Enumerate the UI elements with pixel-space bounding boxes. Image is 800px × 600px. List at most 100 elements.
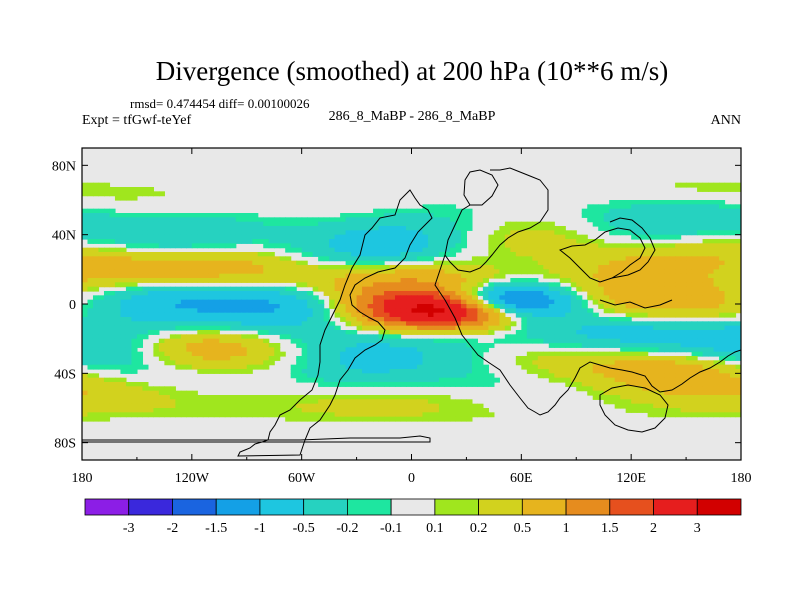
field-cell [433,308,440,314]
field-cell [658,308,665,314]
field-cell [109,408,116,413]
field-cell [120,321,127,327]
field-cell [147,295,154,301]
field-cell [208,213,215,218]
field-cell [664,390,671,396]
field-cell [378,403,385,409]
field-cell [669,247,676,253]
field-cell [724,247,731,253]
field-cell [730,239,737,244]
field-cell [334,273,341,279]
field-cell [691,308,698,314]
field-cell [598,304,605,309]
field-cell [642,386,649,392]
field-cell [340,299,347,305]
field-cell [406,416,413,422]
field-cell [263,330,270,335]
field-cell [208,317,215,322]
field-cell [400,347,407,353]
field-cell [186,252,193,257]
field-cell [147,321,154,327]
field-cell [466,312,473,318]
field-cell [169,234,176,240]
field-cell [686,295,693,301]
field-cell [186,317,193,322]
east-asia-outline [609,217,656,279]
field-cell [263,395,270,400]
field-cell [559,273,566,279]
field-cell [686,338,693,344]
field-cell [323,351,330,357]
field-cell [433,317,440,322]
field-cell [114,395,122,400]
field-cell [340,256,347,262]
field-cell [263,338,270,344]
field-cell [603,390,610,396]
field-cell [713,299,720,305]
field-cell [136,403,144,409]
field-cell [175,286,182,292]
field-cell [658,265,665,270]
field-cell [702,269,709,275]
field-cell [669,364,676,370]
field-cell [543,282,550,288]
field-cell [82,191,89,197]
field-cell [691,412,698,418]
field-cell [713,412,720,418]
field-cell [142,325,149,331]
field-cell [356,291,363,296]
field-cell [697,273,704,279]
field-cell [208,338,215,344]
field-cell [318,221,325,227]
field-cell [263,226,270,231]
field-cell [274,256,281,262]
field-cell [318,217,325,223]
field-cell [252,265,259,270]
field-cell [274,343,281,348]
field-cell [411,247,418,253]
field-cell [427,395,435,400]
field-cell [246,299,253,305]
field-cell [433,377,440,383]
field-cell [345,312,352,318]
field-cell [691,343,698,348]
field-cell [614,338,621,344]
field-cell [713,308,720,314]
field-cell [477,291,484,296]
field-cell [246,347,253,353]
field-cell [345,416,352,422]
field-cell [680,399,687,405]
field-cell [570,334,577,340]
field-cell [603,213,610,218]
field-cell [455,317,462,322]
field-cell [268,256,275,262]
field-cell [213,226,220,231]
field-cell [323,321,330,327]
field-cell [169,230,176,236]
field-cell [125,299,133,305]
field-cell [395,408,402,413]
field-cell [329,286,336,292]
field-cell [224,312,231,318]
field-cell [592,265,599,270]
field-cell [323,308,330,314]
field-cell [169,269,176,275]
field-cell [389,247,396,253]
field-cell [175,265,182,270]
field-cell [257,360,264,366]
field-cell [598,330,605,335]
field-cell [356,412,363,418]
field-cell [691,208,698,214]
field-cell [82,390,89,396]
field-cell [378,234,385,240]
field-cell [252,291,259,296]
field-cell [411,317,418,322]
field-cell [191,351,198,357]
field-cell [587,356,594,361]
field-cell [570,256,577,262]
field-cell [274,351,281,357]
field-cell [263,403,270,409]
field-cell [598,217,605,223]
field-cell [142,330,149,335]
field-cell [263,325,270,331]
